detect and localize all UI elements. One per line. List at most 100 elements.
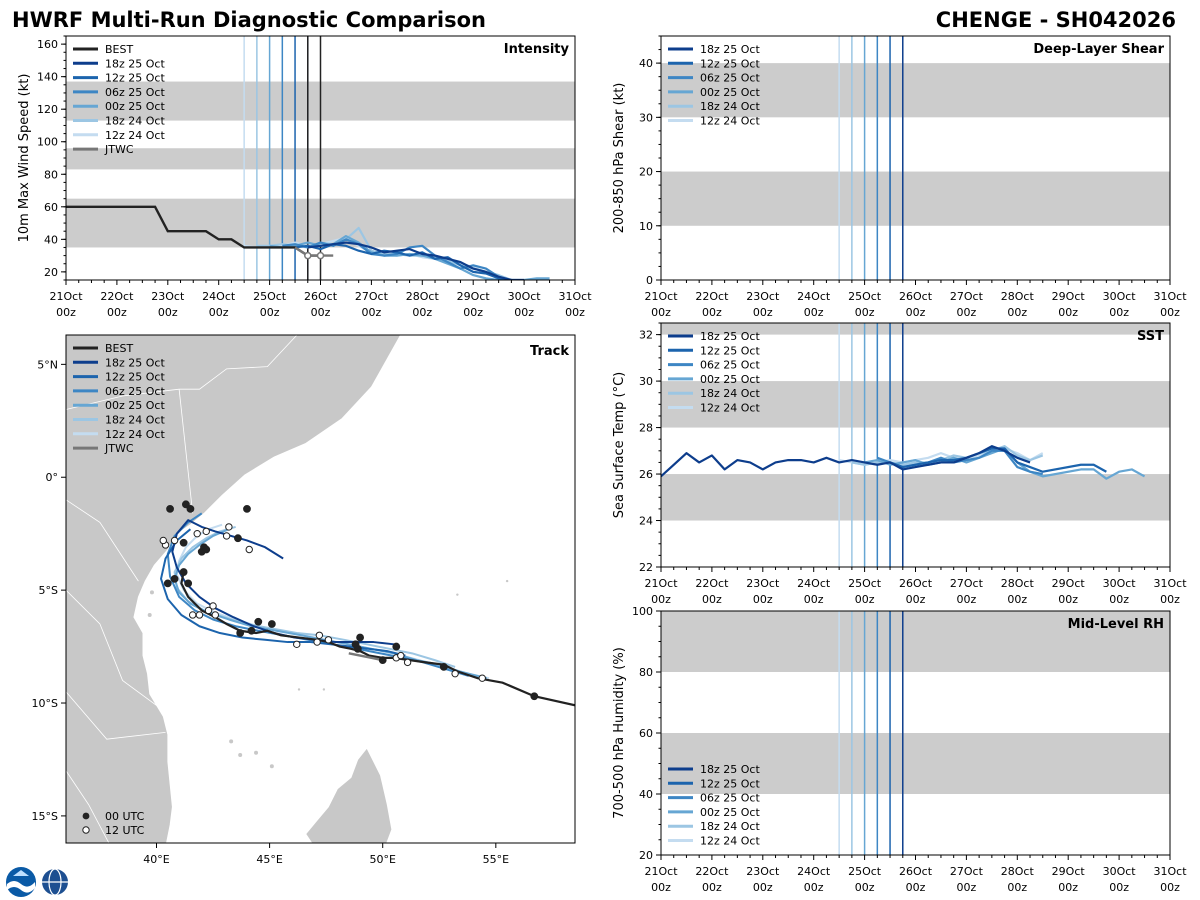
shade-band [661,733,1170,794]
x-tick-label: 21Oct [644,577,678,590]
legend-label: 12z 25 Oct [105,371,165,384]
x-tick-hour: 00z [514,306,534,319]
panel-shear: 21Oct 00z 22Oct 00z 23Oct 00z 24Oct 00z 25Oct 00z… [612,35,1187,319]
lon-tick-label: 55°E [483,853,509,866]
marker-00utc [439,662,448,671]
marker-00utc [243,504,251,513]
x-tick-label: 21Oct [644,865,678,878]
x-tick-hour: 00z [1007,593,1027,606]
series-line-3 [864,447,1146,480]
marker-12utc [170,536,179,545]
x-tick-label: 26Oct [899,290,933,303]
marker-12utc [245,545,253,554]
y-tick-label: 60 [44,201,58,214]
marker-12utc [193,529,201,538]
y-tick-label: 40 [44,233,58,246]
marker-00utc [356,633,364,642]
x-tick-label: 21Oct [644,290,678,303]
country-border [66,770,110,843]
panel-track: 40°E 45°E 50°E 55°E 5°N 0° 5°S 10°S 15°S Track BES… [32,334,576,866]
y-axis-label: Sea Surface Temp (°C) [612,372,627,519]
y-tick-label: 24 [639,515,653,528]
x-tick-hour: 00z [753,306,773,319]
marker-00utc [179,538,188,547]
marker-00utc [184,579,193,588]
x-tick-hour: 00z [651,593,671,606]
island [322,688,326,691]
x-tick-hour: 00z [1109,306,1129,319]
marker-00utc [378,656,387,665]
x-tick-label: 24Oct [797,290,831,303]
legend-label: 12z 24 Oct [105,129,165,142]
marker-12utc [209,602,217,610]
x-tick-label: 24Oct [202,290,236,303]
legend-label: 06z 25 Oct [700,72,760,85]
x-tick-label: 28Oct [406,290,440,303]
marker-12utc [403,658,412,667]
x-tick-label: 22Oct [695,577,729,590]
legend-label: 18z 25 Oct [700,763,760,776]
island [456,593,459,596]
y-tick-label: 40 [639,788,653,801]
marker-00utc [186,504,195,513]
country-border [66,589,166,713]
jtwc-track-line [348,652,383,662]
panel-title: Mid-Level RH [1068,617,1164,632]
marker-12utc [397,651,405,660]
marker-12utc [222,532,231,540]
marker-12utc [315,631,324,639]
lat-tick-label: 10°S [32,697,58,710]
x-tick-hour: 00z [753,593,773,606]
x-tick-hour: 00z [906,881,926,894]
x-tick-label: 21Oct [49,290,83,303]
jtwc-point [304,251,312,260]
marker-12utc [451,669,459,678]
marker-00utc [202,545,211,554]
figure-title: HWRF Multi-Run Diagnostic Comparison [12,8,486,32]
island [269,764,274,769]
plot-area [66,36,575,280]
x-tick-label: 30Oct [1103,865,1137,878]
x-tick-label: 22Oct [695,290,729,303]
marker-12utc [313,638,321,646]
track-line-5 [175,523,490,680]
x-tick-label: 29Oct [1052,290,1086,303]
island [297,688,301,691]
marker-00utc [181,500,190,509]
legend-label: 00z 25 Oct [700,86,760,99]
marker-legend-label: 00 UTC [105,810,145,823]
legend-label: BEST [105,342,133,355]
x-tick-label: 31Oct [1153,865,1187,878]
cira-logo [4,866,70,898]
x-tick-hour: 00z [804,306,824,319]
x-tick-hour: 00z [158,306,178,319]
x-tick-hour: 00z [1058,306,1078,319]
x-tick-label: 24Oct [797,577,831,590]
y-axis-label: 700-500 hPa Humidity (%) [612,647,627,819]
lat-tick-label: 0° [46,471,59,484]
x-tick-label: 27Oct [950,290,984,303]
x-tick-label: 27Oct [950,577,984,590]
y-tick-label: 60 [639,727,653,740]
legend-label: 00z 25 Oct [700,373,760,386]
marker-00utc [392,642,401,651]
legend-label: 18z 25 Oct [105,356,165,369]
marker-00utc [166,504,174,513]
country-border [179,335,298,390]
y-tick-label: 20 [639,166,653,179]
y-tick-label: 20 [44,266,58,279]
x-tick-label: 27Oct [355,290,389,303]
lon-tick-label: 40°E [143,853,169,866]
country-border [66,499,139,582]
plot-area [661,36,1170,280]
x-tick-hour: 00z [1058,593,1078,606]
lat-tick-label: 5°S [39,584,58,597]
x-tick-hour: 00z [702,881,722,894]
legend-label: 18z 24 Oct [700,820,760,833]
panel-sst: 21Oct 00z 22Oct 00z 23Oct 00z 24Oct 00z 25Oct 00z… [612,322,1187,606]
shade-band [661,611,1170,672]
island [238,752,243,757]
marker-legend-label: 12 UTC [105,824,145,837]
